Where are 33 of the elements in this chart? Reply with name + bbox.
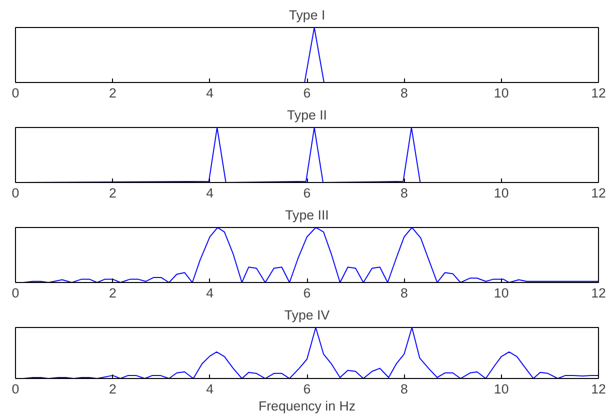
x-tick-label: 0 xyxy=(12,86,20,100)
x-tick-label: 12 xyxy=(591,186,606,200)
x-tick-label: 10 xyxy=(494,86,509,100)
chart-title: Type IV xyxy=(284,308,330,322)
x-tick-label: 4 xyxy=(206,382,214,396)
x-tick-label: 12 xyxy=(591,382,606,396)
x-tick-label: 0 xyxy=(12,186,20,200)
x-tick-label: 8 xyxy=(400,382,408,396)
x-tick-label: 10 xyxy=(494,286,509,300)
x-tick-label: 8 xyxy=(400,286,408,300)
x-tick-label: 4 xyxy=(206,286,214,300)
x-tick-label: 6 xyxy=(303,286,311,300)
x-tick-label: 12 xyxy=(591,86,606,100)
x-tick-label: 6 xyxy=(303,186,311,200)
x-tick-label: 0 xyxy=(12,286,20,300)
x-tick-label: 4 xyxy=(206,186,214,200)
chart-title: Type II xyxy=(287,108,328,122)
chart-title: Type I xyxy=(288,8,326,22)
x-tick-label: 8 xyxy=(400,186,408,200)
x-tick-label: 2 xyxy=(108,86,116,100)
x-tick-label: 6 xyxy=(303,86,311,100)
x-tick-label: 4 xyxy=(206,86,214,100)
x-axis-title: Frequency in Hz xyxy=(258,398,356,414)
x-tick-label: 2 xyxy=(108,286,116,300)
x-tick-label: 8 xyxy=(400,86,408,100)
x-tick-label: 6 xyxy=(303,382,311,396)
chart-title: Type III xyxy=(285,208,329,222)
x-tick-label: 12 xyxy=(591,286,606,300)
x-tick-label: 2 xyxy=(108,186,116,200)
x-tick-label: 0 xyxy=(12,382,20,396)
x-tick-label: 2 xyxy=(108,382,116,396)
x-tick-label: 10 xyxy=(494,382,509,396)
x-tick-label: 10 xyxy=(494,186,509,200)
